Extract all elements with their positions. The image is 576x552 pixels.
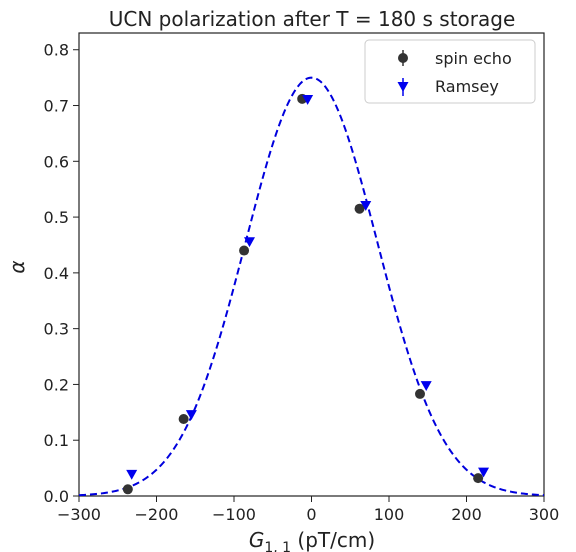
x-axis-label: G1, 1 (pT/cm)	[249, 528, 375, 552]
fit-curve	[78, 76, 545, 497]
y-tick-label: 0.7	[44, 97, 69, 116]
x-tick-label: 200	[451, 505, 482, 524]
ramsey-point	[360, 200, 372, 211]
legend-spin-echo-label: spin echo	[435, 49, 512, 68]
spin-echo-point	[122, 484, 133, 495]
x-tick-label: 300	[529, 505, 560, 524]
legend-ramsey-marker	[397, 82, 409, 92]
y-axis-label: α	[5, 260, 29, 273]
x-tick-label: 0	[306, 505, 316, 524]
y-tick-label: 0.4	[44, 264, 69, 283]
spin-echo-point	[473, 473, 484, 484]
legend-spin-echo-marker	[398, 53, 408, 63]
x-tick-label: −300	[57, 505, 101, 524]
y-axis-ticks: 0.0 0.1 0.2 0.3 0.4 0.5 0.6 0.7 0.8	[44, 41, 79, 506]
ramsey-point	[302, 94, 314, 105]
x-axis-ticks: −300 −200 −100 0 100 200 300	[57, 496, 559, 524]
ramsey-point	[185, 410, 197, 421]
y-tick-label: 0.5	[44, 208, 69, 227]
spin-echo-point	[415, 388, 425, 399]
ramsey-point	[478, 467, 490, 478]
y-tick-label: 0.1	[44, 431, 69, 450]
y-tick-label: 0.3	[44, 320, 69, 339]
ramsey-point	[244, 237, 255, 248]
y-tick-label: 0.8	[44, 41, 69, 60]
y-tick-label: 0.6	[44, 152, 69, 171]
chart-title: UCN polarization after T = 180 s storage	[109, 7, 516, 31]
legend: spin echo Ramsey	[364, 39, 536, 104]
ramsey-point	[420, 381, 432, 392]
y-tick-label: 0.0	[44, 487, 69, 506]
legend-box	[364, 39, 536, 104]
y-tick-label: 0.2	[44, 375, 69, 394]
legend-ramsey-label: Ramsey	[435, 77, 499, 96]
x-tick-label: −100	[212, 505, 256, 524]
spin-echo-point	[178, 414, 189, 425]
x-tick-label: 100	[374, 505, 405, 524]
ramsey-point	[126, 469, 138, 480]
spin-echo-point	[354, 203, 365, 214]
spin-echo-point	[239, 245, 250, 256]
x-tick-label: −200	[135, 505, 179, 524]
